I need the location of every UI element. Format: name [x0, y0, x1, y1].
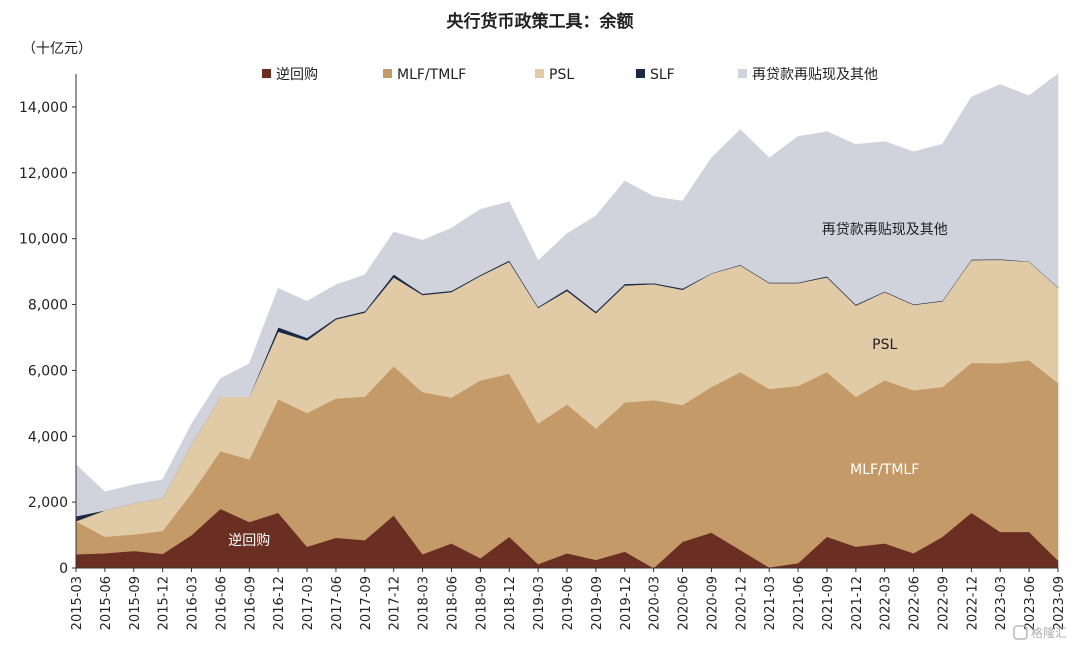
x-tick-label: 2019-06 [561, 576, 576, 630]
x-tick-label: 2015-12 [157, 576, 172, 630]
x-tick-label: 2015-09 [128, 576, 143, 630]
x-tick-label: 2020-03 [648, 576, 663, 630]
legend-swatch [636, 69, 645, 78]
x-tick-label: 2020-09 [705, 576, 720, 630]
area-annotation: MLF/TMLF [850, 462, 919, 478]
x-tick-label: 2018-06 [445, 576, 460, 630]
area-annotation: 逆回购 [228, 533, 270, 549]
y-tick-label: 4,000 [28, 429, 68, 445]
watermark: 格隆汇 [1013, 625, 1067, 640]
x-tick-label: 2016-03 [186, 576, 201, 630]
x-tick-label: 2022-03 [879, 576, 894, 630]
x-tick-label: 2023-03 [994, 576, 1009, 630]
watermark-logo-icon [1013, 625, 1028, 640]
legend-label: 再贷款再贴现及其他 [752, 67, 878, 83]
x-tick-label: 2023-09 [1052, 576, 1067, 630]
legend: 逆回购 MLF/TMLF PSL SLF 再贷款再贴现及其他 [262, 67, 878, 83]
stacked-areas [75, 73, 1059, 569]
x-tick-label: 2015-06 [99, 576, 114, 630]
x-tick-label: 2017-09 [359, 576, 374, 630]
x-tick-label: 2019-03 [532, 576, 547, 630]
y-unit-label: （十亿元） [22, 41, 92, 57]
y-axis: 0 2,000 4,000 6,000 8,000 10,000 12,000 14,000 [19, 74, 77, 577]
y-tick-label: 2,000 [28, 495, 68, 511]
area-annotation: PSL [872, 337, 897, 353]
chart-title: 央行货币政策工具：余额 [447, 11, 634, 32]
y-tick-label: 14,000 [19, 100, 68, 116]
legend-swatch [535, 69, 544, 78]
x-tick-label: 2017-12 [388, 576, 403, 630]
x-tick-label: 2016-09 [243, 576, 258, 630]
x-axis: 2015-03 2015-06 2015-09 2015-12 2016-03 2016-… [70, 567, 1067, 630]
x-tick-label: 2022-09 [936, 576, 951, 630]
x-tick-label: 2022-06 [908, 576, 923, 630]
area-series-4 [75, 73, 1059, 517]
x-tick-label: 2023-06 [1023, 576, 1038, 630]
x-tick-label: 2018-09 [474, 576, 489, 630]
x-tick-label: 2021-09 [821, 576, 836, 630]
watermark-text: 格隆汇 [1031, 625, 1067, 640]
x-tick-label: 2019-12 [619, 576, 634, 630]
x-tick-label: 2017-06 [330, 576, 345, 630]
area-annotation: 再贷款再贴现及其他 [822, 222, 948, 238]
y-tick-label: 6,000 [28, 363, 68, 379]
y-tick-label: 8,000 [28, 298, 68, 314]
x-tick-label: 2019-09 [590, 576, 605, 630]
x-tick-label: 2020-06 [677, 576, 692, 630]
x-tick-label: 2021-06 [792, 576, 807, 630]
x-tick-label: 2018-12 [503, 576, 518, 630]
area-annotations: 逆回购 MLF/TMLF PSL 再贷款再贴现及其他 [228, 222, 947, 549]
legend-label: PSL [549, 67, 574, 83]
legend-label: SLF [650, 67, 675, 83]
x-tick-label: 2017-03 [301, 576, 316, 630]
x-tick-label: 2021-12 [850, 576, 865, 630]
x-tick-label: 2016-06 [214, 576, 229, 630]
x-tick-label: 2018-03 [417, 576, 432, 630]
legend-label: 逆回购 [276, 67, 318, 83]
x-tick-label: 2020-12 [734, 576, 749, 630]
x-tick-label: 2022-12 [965, 576, 980, 630]
y-tick-label: 12,000 [19, 166, 68, 182]
y-tick-label: 0 [59, 561, 68, 577]
legend-swatch [383, 69, 392, 78]
legend-label: MLF/TMLF [397, 67, 466, 83]
y-tick-label: 10,000 [19, 232, 68, 248]
legend-swatch [262, 69, 271, 78]
x-tick-label: 2015-03 [70, 576, 85, 630]
x-tick-label: 2021-03 [763, 576, 778, 630]
legend-swatch [738, 69, 747, 78]
x-tick-label: 2016-12 [272, 576, 287, 630]
